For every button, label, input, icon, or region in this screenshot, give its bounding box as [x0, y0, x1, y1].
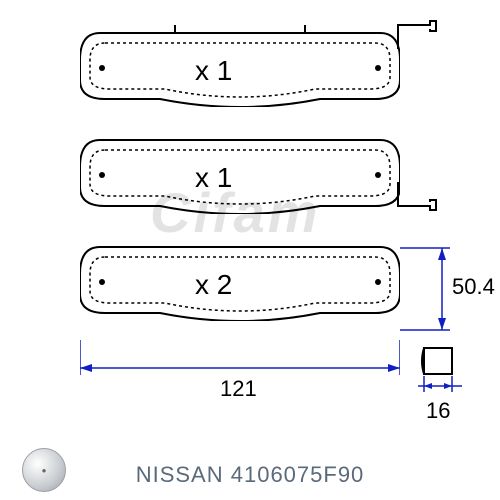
wear-clip-icon	[396, 178, 438, 216]
brake-pad-2: x 1	[80, 132, 400, 214]
pad-2-qty-label: x 1	[195, 162, 232, 194]
brand-label: NISSAN	[136, 462, 224, 487]
wear-clip-icon	[396, 19, 438, 57]
brake-pad-3: x 2	[80, 239, 400, 321]
brake-pad-2-svg	[80, 132, 400, 214]
diagram-area: Cifam x 1	[20, 10, 480, 430]
thickness-dim-label: 16	[426, 398, 450, 424]
part-number-label: 4106075F90	[231, 462, 365, 487]
thickness-profile	[418, 346, 478, 400]
pad-1-qty-label: x 1	[195, 55, 232, 87]
pad-3-qty-label: x 2	[195, 269, 232, 301]
pads-container: x 1 x 1 x 2	[80, 25, 400, 346]
width-dim-label: 121	[220, 376, 257, 402]
brake-pad-1: x 1	[80, 25, 400, 107]
brake-pad-1-svg	[80, 25, 400, 107]
brake-pad-3-svg	[80, 239, 400, 321]
footer-text: NISSAN 4106075F90	[0, 462, 500, 488]
height-dim-label: 50.4	[452, 274, 495, 300]
